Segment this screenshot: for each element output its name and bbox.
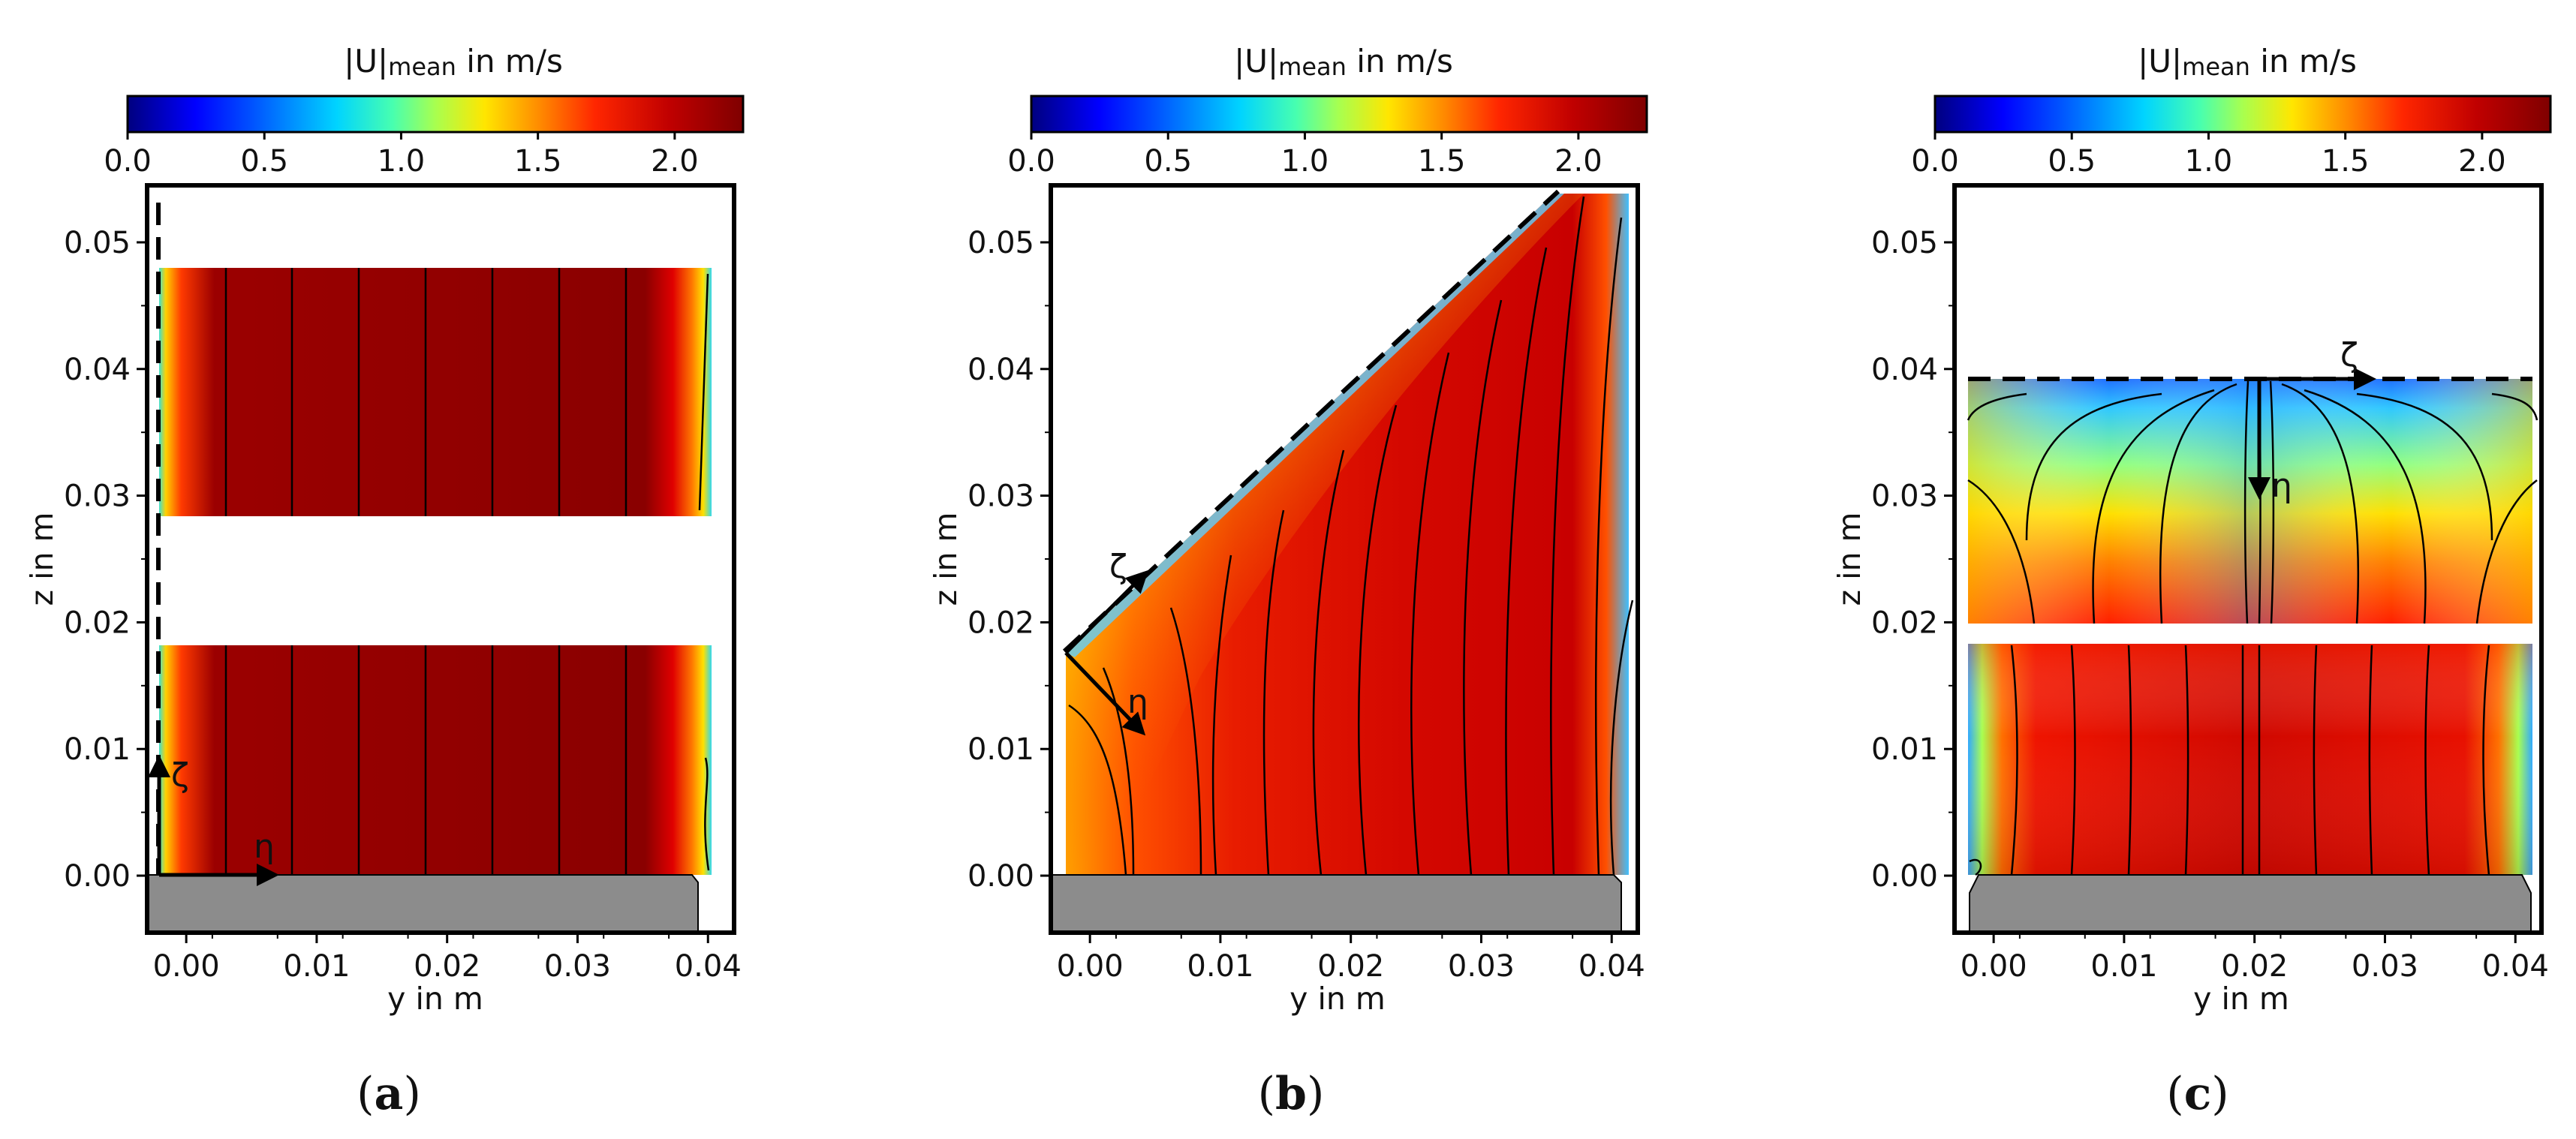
colorbar-tick-label: 1.0 [378,144,426,179]
y-tick-label: 0.01 [64,732,131,767]
x-tick-label: 0.04 [675,949,742,984]
x-axis-label-b: y in m [1290,981,1386,1017]
y-tick-label: 0.05 [968,226,1034,260]
plot-area-b [1051,189,1634,933]
colorbar-c: |U|mean in m/s 0.0 0.5 1.0 1.5 2.0 [1911,43,2552,179]
colorbar-title-a: |U|mean in m/s [344,43,563,81]
colorbar-b: |U|mean in m/s 0.0 0.5 1.0 1.5 2.0 [1007,43,1648,179]
x-tick-label: 0.01 [2090,949,2157,984]
y-tick-label: 0.04 [64,353,131,387]
x-tick-label: 0.00 [153,949,220,984]
colorbar-gradient-a [126,95,745,134]
x-tick-label: 0.02 [2221,949,2288,984]
panel-b: |U|mean in m/s 0.0 0.5 1.0 1.5 2.0 [928,43,1648,1120]
wall-b [1051,874,1622,933]
x-tick-label: 0.00 [1961,949,2027,984]
colorbar-title-c: |U|mean in m/s [2138,43,2357,81]
colorbar-title-b: |U|mean in m/s [1234,43,1453,81]
measurement-region-upper-a [159,268,712,516]
colorbar-a: |U|mean in m/s 0.0 0.5 1.0 1.5 2.0 [104,43,745,179]
colorbar-tick-label: 1.5 [514,144,562,179]
y-tick-label: 0.02 [1871,606,1938,640]
y-axis-label-c: z in m [1831,512,1867,606]
colorbar-tick-label: 0.5 [240,144,288,179]
colorbar-tick-label: 1.5 [1418,144,1466,179]
x-tick-label: 0.03 [544,949,611,984]
eta-arrow-b [1064,651,1146,736]
y-tick-label: 0.02 [968,606,1034,640]
plot-area-a [147,203,712,933]
wall-c [1969,874,2532,933]
x-tick-label: 0.02 [1317,949,1384,984]
colorbar-tick-label: 2.0 [1554,144,1602,179]
zeta-arrow-b [1064,570,1149,654]
zeta-label-b: ζ [1109,548,1127,586]
panel-label-c: (c) [2166,1068,2228,1120]
streamlines-c-lower [1969,645,2490,876]
eta-label-b: η [1127,683,1148,721]
colorbar-tick-label: 2.0 [651,144,699,179]
colorbar-tick-label: 0.5 [1144,144,1192,179]
zeta-label-a: ζ [171,756,189,795]
eta-label-c: η [2271,467,2292,505]
colorbar-tick-label: 1.0 [2185,144,2233,179]
eta-label-a: η [254,828,275,866]
panel-c: |U|mean in m/s 0.0 0.5 1.0 1.5 2.0 [1831,43,2552,1120]
x-tick-label: 0.01 [1187,949,1253,984]
x-axis-label-c: y in m [2193,981,2289,1017]
y-tick-label: 0.00 [968,859,1034,894]
colorbar-tick-label: 1.0 [1281,144,1329,179]
plot-area-c [1955,368,2538,933]
x-axis-label-a: y in m [387,981,483,1017]
y-tick-label: 0.01 [1871,732,1938,767]
streamlines-a [224,268,710,875]
y-axis-label-b: z in m [928,512,964,606]
zeta-label-c: ζ [2340,336,2358,374]
y-tick-label: 0.05 [1871,226,1938,260]
y-tick-label: 0.04 [1871,353,1938,387]
colorbar-tick-label: 0.0 [1911,144,1959,179]
colorbar-tick-label: 0.5 [2048,144,2096,179]
measurement-region-lower-a [159,645,712,875]
y-tick-label: 0.04 [968,353,1034,387]
y-tick-label: 0.03 [64,479,131,514]
y-tick-label: 0.05 [64,226,131,260]
x-tick-label: 0.03 [2352,949,2418,984]
y-tick-label: 0.03 [968,479,1034,514]
colorbar-tick-label: 1.5 [2322,144,2370,179]
y-tick-label: 0.00 [1871,859,1938,894]
wall-a [147,874,699,933]
x-tick-label: 0.01 [283,949,350,984]
colorbar-gradient-b [1030,95,1648,134]
y-tick-label: 0.03 [1871,479,1938,514]
colorbar-gradient-c [1934,95,2552,134]
x-tick-label: 0.02 [414,949,480,984]
measurement-region-lower-c-overlay [1968,644,2532,875]
y-tick-label: 0.02 [64,606,131,640]
colorbar-tick-label: 0.0 [104,144,152,179]
colorbar-tick-label: 2.0 [2458,144,2506,179]
y-tick-label: 0.00 [64,859,131,894]
x-tick-label: 0.00 [1057,949,1124,984]
x-tick-label: 0.03 [1448,949,1515,984]
boundary-layer-b [1066,194,1564,657]
x-tick-label: 0.04 [1578,949,1645,984]
colorbar-tick-label: 0.0 [1007,144,1055,179]
streamlines-b [1068,196,1634,876]
y-tick-label: 0.01 [968,732,1034,767]
panel-a: |U|mean in m/s 0.0 0.5 1.0 1.5 2.0 [24,43,745,1120]
panel-label-a: (a) [357,1068,421,1120]
measurement-region-upper-c-overlay [1968,379,2532,624]
y-axis-label-a: z in m [24,512,60,606]
x-tick-label: 0.04 [2482,949,2549,984]
panel-label-b: (b) [1258,1068,1325,1120]
